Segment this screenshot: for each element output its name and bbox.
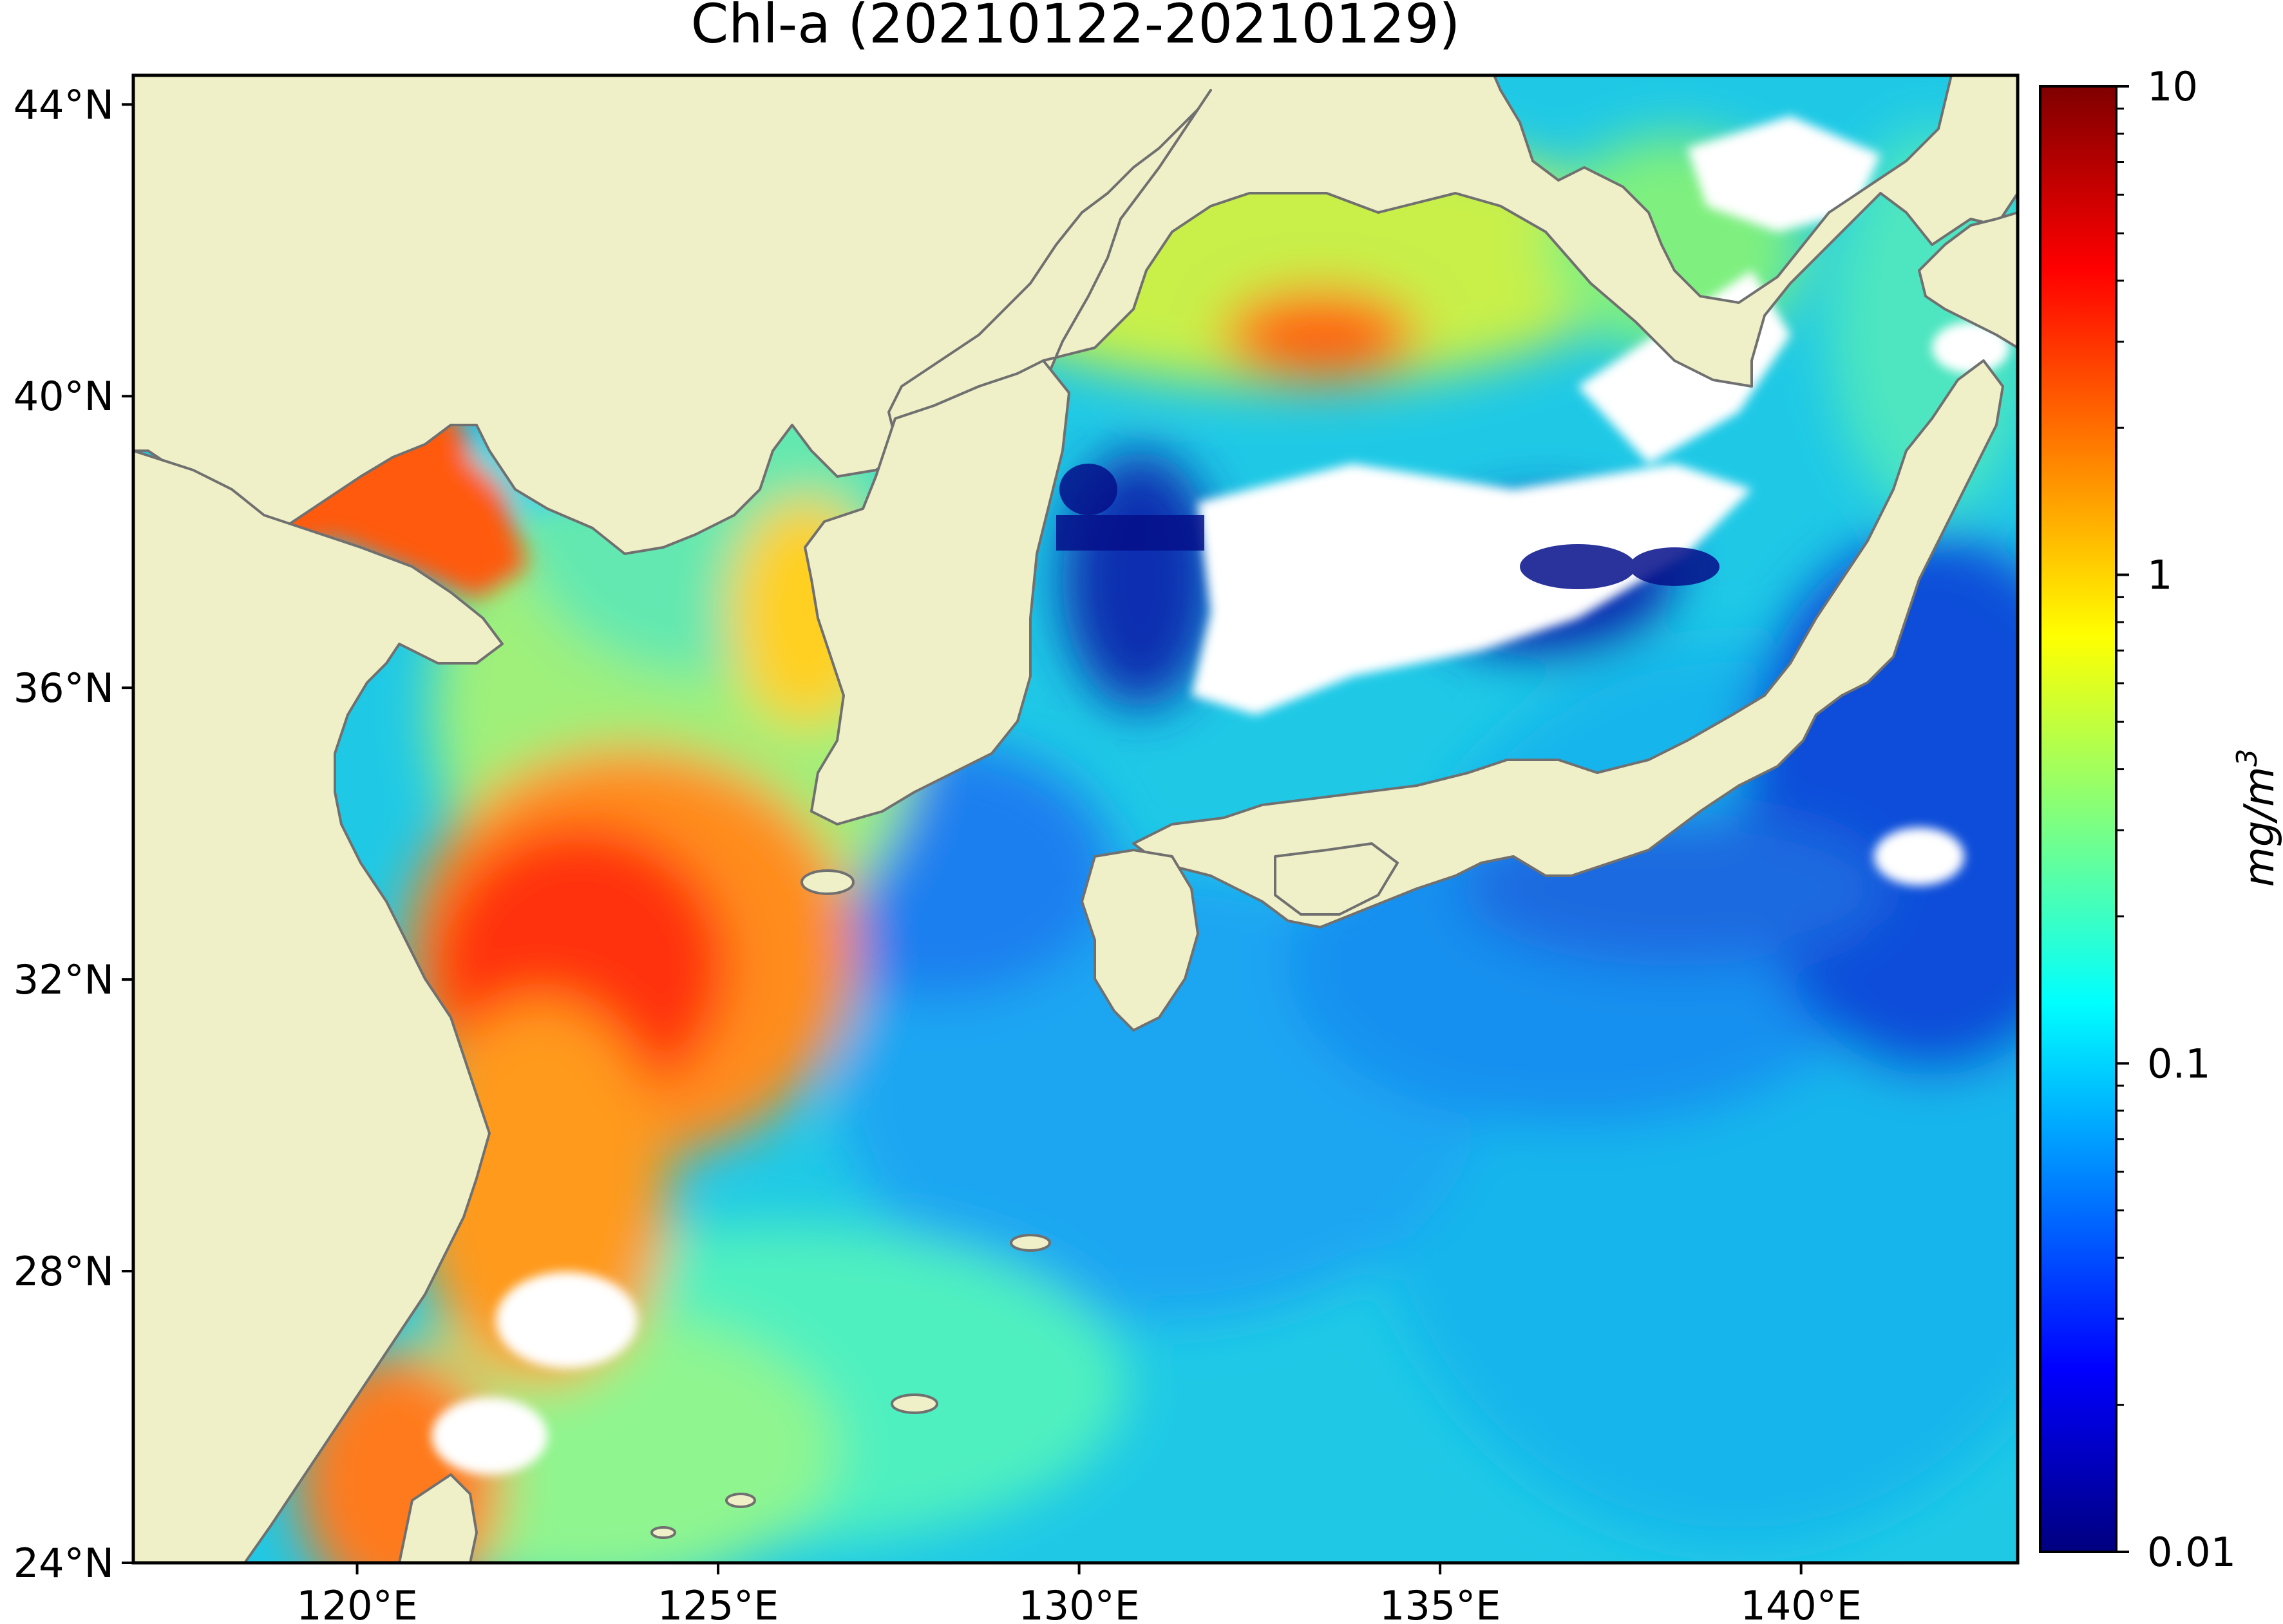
shikoku-land [1274,842,1399,916]
ryukyu-island [725,1493,756,1508]
shandong-china-coast-land [133,449,504,1563]
ryukyu-island [650,1526,676,1539]
x-tick-label: 130°E [1018,1582,1140,1624]
low-chl-patches [1056,464,1719,589]
y-tick-label: 40°N [14,373,114,420]
colorbar-gradient [2039,85,2117,1553]
colorbar-tick-label: 10 [2147,63,2198,110]
y-tick-label: 44°N [14,81,114,128]
x-tick-label: 135°E [1379,1582,1501,1624]
y-tick-label: 28°N [14,1248,114,1295]
x-tick-label: 140°E [1740,1582,1862,1624]
colorbar-tick-label: 0.01 [2147,1529,2236,1576]
honshu-land [1132,359,2004,929]
map-plot-area [133,75,2018,1563]
y-axis: 44°N 40°N 36°N 32°N 28°N 24°N [14,81,133,1587]
chart-title: Chl-a (20210122-20210129) [691,0,1461,55]
y-tick-label: 24°N [14,1540,114,1587]
colorbar-tick-label: 0.1 [2147,1040,2211,1087]
kyushu-land [1081,849,1199,1032]
hokkaido-land [1918,211,2018,349]
colorbar-tick-label: 1 [2147,552,2172,599]
taiwan-land [398,1473,478,1563]
colorbar-ticks: 10 1 0.1 0.01 [2116,63,2236,1576]
mainland-asia-land [133,75,2018,555]
y-tick-label: 32°N [14,956,114,1003]
ryukyu-island [1010,1234,1051,1252]
ryukyu-island [891,1393,938,1414]
jeju-island [800,869,855,895]
colorbar-unit-label: mg/m3 [2231,749,2283,887]
x-axis: 120°E 125°E 130°E 135°E 140°E [296,1563,1862,1624]
x-tick-label: 125°E [658,1582,779,1624]
x-tick-label: 120°E [296,1582,418,1624]
y-tick-label: 36°N [14,665,114,712]
map-frame [131,73,2020,1565]
land [133,75,2018,1563]
korea-peninsula-land [804,359,1070,826]
